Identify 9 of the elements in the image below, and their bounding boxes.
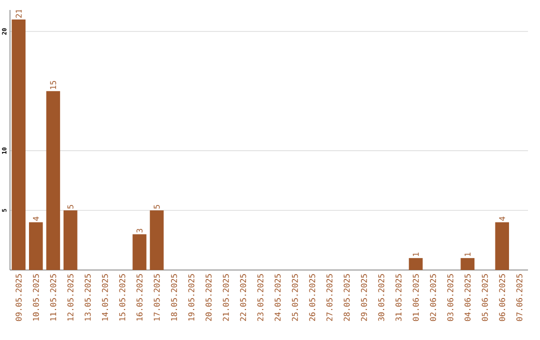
bar — [28, 222, 43, 270]
bar — [495, 222, 510, 270]
bar — [150, 210, 164, 270]
bar — [46, 91, 60, 270]
bar — [12, 20, 26, 270]
bar — [132, 234, 146, 270]
bar — [64, 210, 78, 270]
bar — [408, 258, 423, 270]
bar — [460, 258, 474, 270]
